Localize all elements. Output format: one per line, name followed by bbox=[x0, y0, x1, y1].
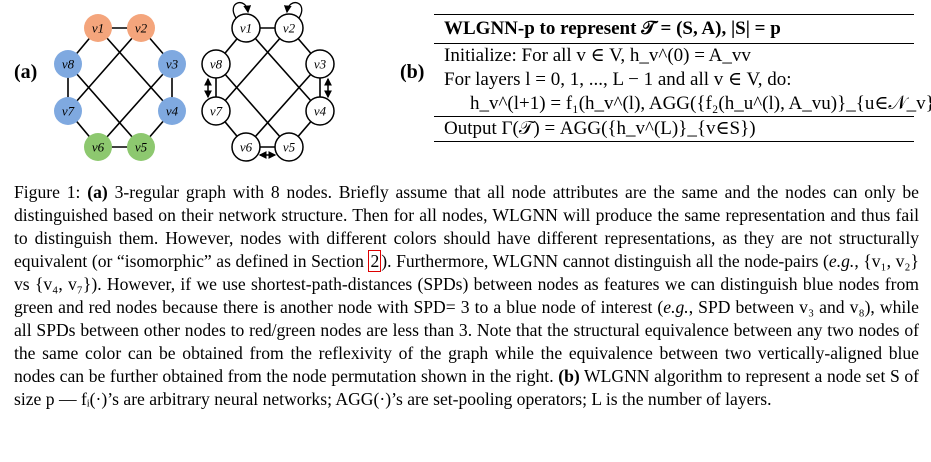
node-label: v4 bbox=[314, 104, 327, 119]
node-label: v8 bbox=[210, 57, 223, 72]
caption-tag-a: (a) bbox=[87, 182, 108, 202]
node-v8 bbox=[201, 49, 231, 79]
node-v6 bbox=[231, 132, 261, 162]
node-v7 bbox=[201, 96, 231, 126]
node-label: v3 bbox=[314, 57, 327, 72]
node-v5 bbox=[274, 132, 304, 162]
node-v6 bbox=[84, 133, 112, 161]
edge bbox=[245, 63, 321, 148]
algorithm-line-output: Output Γ(𝒯) = AGG({h_v^(L)}_{v∈S}) bbox=[444, 118, 756, 139]
edge bbox=[97, 63, 173, 148]
node-label: v8 bbox=[62, 57, 75, 72]
edge bbox=[215, 27, 290, 112]
edge bbox=[245, 27, 321, 112]
algorithm-title: WLGNN-p to represent 𝒯 = (S, A), |S| = p bbox=[444, 18, 781, 39]
algorithm-box: WLGNN-p to represent 𝒯 = (S, A), |S| = p… bbox=[434, 14, 931, 142]
node-v8 bbox=[54, 50, 82, 78]
node-v7 bbox=[54, 97, 82, 125]
node-label: v7 bbox=[62, 104, 75, 119]
edge bbox=[67, 27, 142, 112]
edge bbox=[97, 27, 173, 112]
self-loop-arrow bbox=[232, 2, 252, 19]
node-label: v2 bbox=[283, 21, 296, 36]
node-label: v1 bbox=[92, 21, 104, 36]
algorithm-line-init: Initialize: For all v ∈ V, h_v^(0) = A_v… bbox=[444, 45, 751, 66]
caption-tag-b: (b) bbox=[558, 366, 580, 386]
node-label: v6 bbox=[92, 140, 105, 155]
figure-caption: Figure 1: (a) 3-regular graph with 8 nod… bbox=[14, 182, 920, 409]
node-v2 bbox=[274, 13, 304, 43]
node-v1 bbox=[84, 14, 112, 42]
node-v1 bbox=[231, 13, 261, 43]
edge bbox=[67, 63, 142, 148]
node-v3 bbox=[305, 49, 335, 79]
bottom-rule bbox=[434, 141, 914, 142]
node-label: v4 bbox=[166, 104, 179, 119]
colored-graph: v1 v2 v3 v4 v5 v6 v7 v8 bbox=[54, 14, 186, 161]
node-label: v7 bbox=[210, 104, 223, 119]
node-v4 bbox=[158, 97, 186, 125]
node-label: v1 bbox=[240, 21, 252, 36]
algorithm-line-update: h_v^(l+1) = f₁(h_v^(l), AGG({f₂(h_u^(l),… bbox=[470, 93, 931, 114]
panel-a-label: (a) bbox=[14, 61, 38, 83]
node-v3 bbox=[158, 50, 186, 78]
permutation-graph: v1 v2 v3 v4 v5 v6 v7 v8 bbox=[201, 2, 335, 162]
node-v2 bbox=[127, 14, 155, 42]
top-rule bbox=[434, 14, 914, 15]
caption-prefix: Figure 1: bbox=[14, 182, 88, 202]
edge bbox=[215, 63, 290, 148]
mid-rule bbox=[434, 116, 914, 117]
node-label: v2 bbox=[135, 21, 148, 36]
node-v5 bbox=[127, 133, 155, 161]
section-link[interactable]: 2 bbox=[368, 250, 382, 272]
node-label: v6 bbox=[240, 140, 253, 155]
self-loop-arrow bbox=[283, 2, 303, 19]
node-label: v3 bbox=[166, 57, 179, 72]
node-label: v5 bbox=[283, 140, 296, 155]
algorithm-line-loop: For layers l = 0, 1, ..., L − 1 and all … bbox=[444, 69, 792, 90]
mid-rule bbox=[434, 43, 914, 44]
panel-b-label: (b) bbox=[400, 61, 425, 83]
node-label: v5 bbox=[135, 140, 148, 155]
node-v4 bbox=[305, 96, 335, 126]
